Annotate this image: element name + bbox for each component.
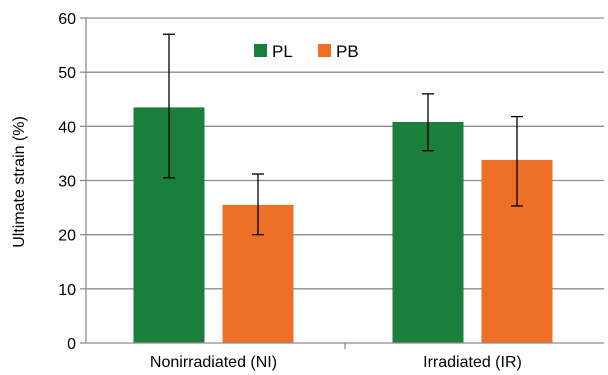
y-tick-label: 0 [67,336,76,353]
legend-swatch-pl [254,44,267,57]
y-tick-label: 30 [58,174,76,191]
legend: PL PB [254,42,359,61]
y-axis-title: Ultimate strain (%) [11,116,28,248]
bar-pl-1 [392,122,464,343]
legend-label-pl: PL [272,42,293,61]
category-label: Nonirradiated (NI) [150,354,277,371]
error-bars [163,33,523,236]
y-tick-labels: 0 10 20 30 40 50 60 [58,11,76,353]
y-tick-label: 50 [58,65,76,82]
legend-swatch-pb [318,44,331,57]
axes [80,17,604,349]
category-labels: Nonirradiated (NI) Irradiated (IR) [150,354,522,371]
legend-label-pb: PB [336,42,359,61]
y-tick-label: 40 [58,119,76,136]
y-tick-label: 10 [58,282,76,299]
category-label: Irradiated (IR) [423,354,522,371]
y-tick-label: 60 [58,11,76,28]
y-tick-label: 20 [58,228,76,245]
bars [133,107,553,343]
